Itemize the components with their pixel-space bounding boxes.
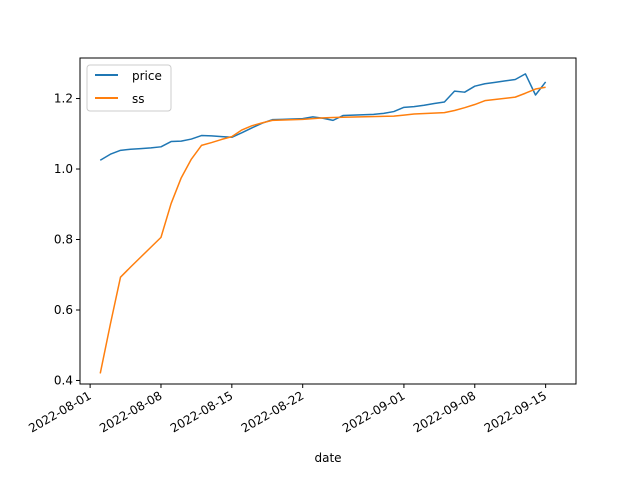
- x-axis-title: date: [314, 451, 341, 465]
- y-tick-label: 0.6: [54, 303, 73, 317]
- series-line-ss: [99, 86, 546, 374]
- y-tick-label: 1.2: [54, 92, 73, 106]
- legend-box: [86, 64, 172, 112]
- legend: price ss: [86, 64, 172, 112]
- y-tick-label: 1.0: [54, 162, 73, 176]
- series-layer: [99, 73, 547, 374]
- y-tick-label: 0.8: [54, 233, 73, 247]
- legend-label-price: price: [132, 69, 162, 83]
- axes-frame: [79, 57, 577, 385]
- legend-label-ss: ss: [132, 92, 145, 106]
- y-tick-label: 0.4: [54, 373, 73, 387]
- y-axis: 0.4 0.6 0.8 1.0 1.2: [54, 92, 80, 387]
